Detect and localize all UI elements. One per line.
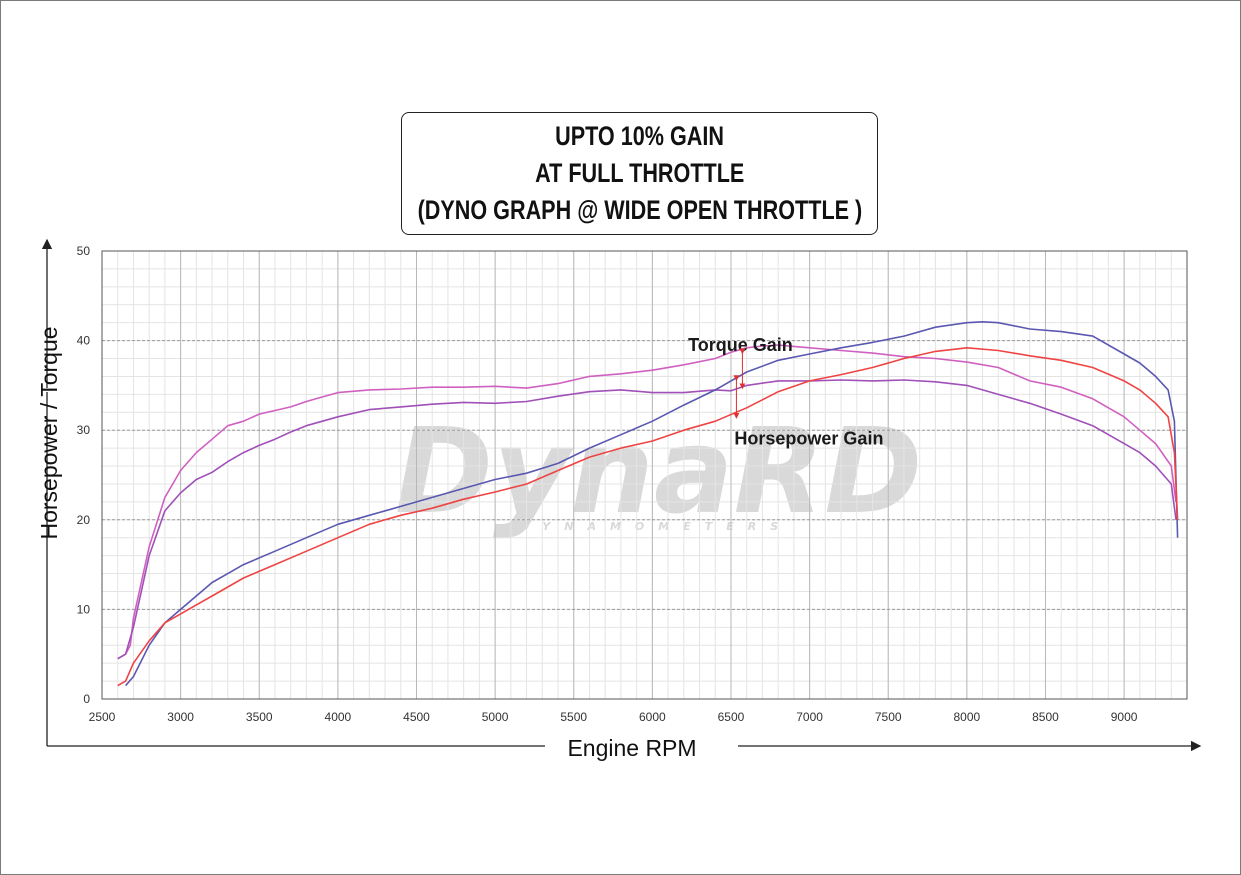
title-line-3: (DYNO GRAPH @ WIDE OPEN THROTTLE ) — [417, 195, 862, 225]
y-axis-title: Horsepower / Torque — [36, 326, 62, 539]
x-tick-label: 7000 — [796, 710, 823, 724]
y-tick-label: 20 — [77, 513, 91, 527]
x-tick-label: 3500 — [246, 710, 273, 724]
y-tick-label: 30 — [77, 423, 91, 437]
x-tick-label: 6500 — [718, 710, 745, 724]
y-tick-label: 0 — [83, 692, 90, 706]
title-line-2: AT FULL THROTTLE — [534, 158, 745, 188]
plot-grid — [101, 250, 1188, 700]
title-box: UPTO 10% GAIN AT FULL THROTTLE (DYNO GRA… — [401, 112, 878, 235]
horsepower-gain-label: Horsepower Gain — [734, 429, 883, 449]
x-tick-label: 4500 — [403, 710, 430, 724]
x-tick-label: 9000 — [1111, 710, 1138, 724]
x-axis-title: Engine RPM — [567, 735, 696, 761]
series-line-1 — [117, 344, 1177, 660]
x-tick-label: 4000 — [325, 710, 352, 724]
x-tick-label: 8000 — [954, 710, 981, 724]
y-title-mask — [37, 388, 59, 392]
watermark-logo: DynaRD — [395, 402, 922, 540]
x-tick-label: 5000 — [482, 710, 509, 724]
x-tick-label: 7500 — [875, 710, 902, 724]
torque-gain-label: Torque Gain — [688, 335, 793, 355]
y-tick-label: 10 — [77, 602, 91, 616]
series-lines — [117, 321, 1179, 687]
tick-labels: 2500 3000 3500 4000 4500 5000 5500 6000 6500 7000… — [77, 244, 1138, 724]
x-tick-label: 6000 — [639, 710, 666, 724]
title-line-1: UPTO 10% GAIN — [555, 121, 724, 151]
watermark-tagline: DYNAMOMETERS — [520, 520, 792, 533]
x-tick-label: 2500 — [89, 710, 116, 724]
gain-annotations: Torque Gain Horsepower Gain — [688, 335, 883, 448]
series-line-4 — [117, 347, 1179, 687]
x-tick-label: 3000 — [167, 710, 194, 724]
y-tick-label: 40 — [77, 334, 91, 348]
plot-area — [101, 250, 1188, 700]
watermark: DynaRD DYNAMOMETERS — [395, 402, 922, 540]
y-tick-label: 50 — [77, 244, 91, 258]
x-tick-label: 8500 — [1032, 710, 1059, 724]
x-tick-label: 5500 — [560, 710, 587, 724]
series-line-3 — [124, 321, 1179, 687]
series-line-2 — [117, 379, 1177, 660]
